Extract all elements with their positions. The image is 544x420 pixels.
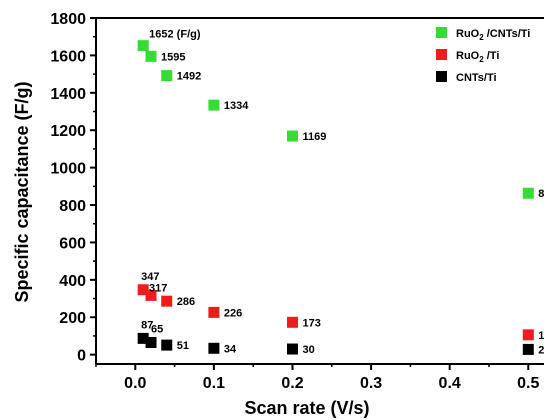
data-point: [161, 295, 173, 307]
data-point: [137, 332, 149, 344]
data-point: [522, 343, 534, 355]
data-label: 863: [538, 188, 544, 200]
data-point: [137, 40, 149, 52]
y-axis-title: Specific capacitance (F/g): [12, 81, 32, 302]
y-tick-label: 400: [59, 273, 86, 290]
data-point: [161, 70, 173, 82]
data-label: 317: [149, 282, 167, 294]
legend-label: RuO2 /Ti: [456, 50, 499, 64]
data-label: 65: [151, 323, 163, 335]
y-tick-label: 1000: [50, 161, 86, 178]
data-point: [208, 306, 220, 318]
y-tick-label: 800: [59, 198, 86, 215]
data-point: [522, 187, 534, 199]
legend-swatch: [436, 71, 447, 82]
x-tick-label: 0.4: [439, 375, 461, 392]
legend-item: RuO2 /CNTs/Ti: [436, 27, 530, 42]
legend-swatch: [436, 27, 447, 38]
data-label: 286: [177, 296, 195, 308]
x-tick-label: 0.2: [281, 375, 303, 392]
data-point: [145, 50, 157, 62]
legend-item: CNTs/Ti: [436, 71, 497, 84]
data-point: [145, 336, 157, 348]
data-label: 1492: [177, 71, 201, 83]
data-label: 87: [141, 319, 153, 331]
data-point: [137, 284, 149, 296]
data-label: 1652 (F/g): [149, 29, 201, 41]
series-group: 1652 (F/g) 1595 1492 1334 1169 863: [137, 29, 544, 200]
data-point: [522, 329, 534, 341]
x-axis: 0.0 0.1 0.2 0.3 0.4 0.5: [95, 364, 539, 392]
y-axis: 0 200 400 600 800 1000 1200 1400 1600 1800: [50, 11, 96, 365]
data-point: [208, 342, 220, 354]
legend-label: CNTs/Ti: [456, 72, 497, 84]
data-label: 173: [302, 317, 320, 329]
y-tick-label: 1800: [50, 11, 86, 28]
data-point: [286, 316, 298, 328]
data-point: [145, 289, 157, 301]
x-tick-label: 0.0: [124, 375, 146, 392]
y-tick-label: 200: [59, 310, 86, 327]
y-tick-label: 1400: [50, 86, 86, 103]
data-label: 347: [141, 271, 159, 283]
legend-item: RuO2 /Ti: [436, 49, 499, 64]
x-tick-label: 0.5: [517, 375, 539, 392]
data-label: 106: [538, 330, 544, 342]
data-point: [286, 130, 298, 142]
data-label: 51: [177, 340, 189, 352]
data-label: 1169: [302, 131, 326, 143]
data-label: 34: [224, 343, 237, 355]
x-axis-title: Scan rate (V/s): [244, 398, 369, 418]
data-point: [208, 99, 220, 111]
legend: RuO2 /CNTs/Ti RuO2 /Ti CNTs/Ti: [436, 27, 530, 84]
plot-frame: [95, 17, 544, 365]
data-point: [161, 339, 173, 351]
y-tick-label: 1200: [50, 123, 86, 140]
legend-label: RuO2 /CNTs/Ti: [456, 28, 530, 42]
x-tick-label: 0.1: [203, 375, 225, 392]
data-label: 1595: [161, 51, 185, 63]
y-tick-label: 0: [77, 348, 86, 365]
y-tick-label: 600: [59, 235, 86, 252]
x-tick-label: 0.3: [360, 375, 382, 392]
data-label: 30: [302, 344, 314, 356]
data-label: 1334: [224, 100, 249, 112]
legend-swatch: [436, 49, 447, 60]
data-label: 28: [538, 344, 544, 356]
data-label: 226: [224, 307, 242, 319]
data-point: [286, 343, 298, 355]
y-tick-label: 1600: [50, 48, 86, 65]
